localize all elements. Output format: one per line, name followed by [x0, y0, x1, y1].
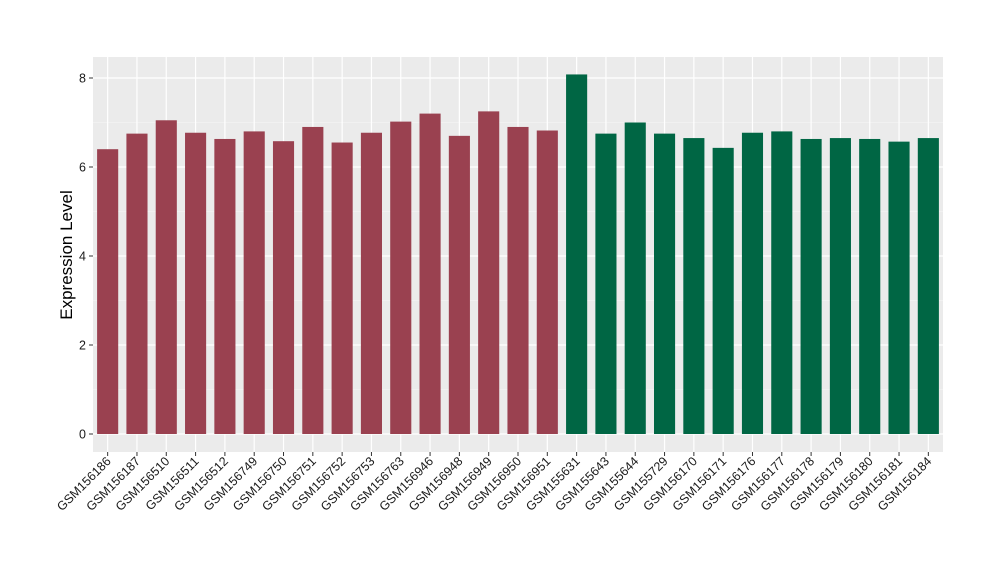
bar-GSM156176: [741, 132, 764, 435]
bar-GSM156177: [771, 131, 793, 434]
y-tick-label: 0: [79, 428, 86, 442]
bar-GSM156946: [419, 113, 441, 434]
bar-GSM156181: [888, 141, 910, 434]
bar-GSM156178: [800, 138, 822, 434]
bar-GSM156949: [478, 111, 500, 434]
bar-GSM156187: [126, 133, 148, 434]
bar-GSM155643: [595, 133, 617, 434]
bar-GSM156951: [536, 130, 558, 434]
bar-GSM156171: [712, 147, 734, 435]
bar-GSM156179: [829, 138, 851, 434]
bar-GSM156753: [360, 132, 382, 435]
bar-GSM156948: [448, 135, 470, 434]
bar-GSM155644: [624, 122, 646, 434]
bar-GSM155631: [566, 74, 588, 434]
y-tick-label: 2: [79, 339, 86, 353]
y-tick-label: 8: [79, 72, 86, 86]
bar-GSM156512: [214, 138, 236, 434]
bar-GSM156170: [683, 138, 705, 434]
bar-GSM156510: [155, 120, 177, 435]
bar-GSM155729: [654, 133, 676, 434]
bar-GSM156950: [507, 126, 529, 434]
bar-GSM156511: [185, 132, 207, 435]
bars: [97, 74, 939, 435]
y-axis-title: Expression Level: [57, 190, 76, 319]
bar-GSM156763: [390, 121, 412, 435]
bar-GSM156186: [97, 149, 119, 434]
y-axis: 0 2 4 6 8: [79, 72, 93, 442]
bar-GSM156751: [302, 126, 324, 434]
x-axis: GSM156186GSM156187GSM156510GSM156511GSM1…: [54, 452, 934, 514]
bar-GSM156180: [859, 138, 881, 434]
y-tick-label: 4: [79, 250, 86, 264]
bar-GSM156752: [331, 142, 353, 434]
bar-GSM156750: [272, 141, 295, 434]
bar-GSM156749: [243, 131, 265, 434]
y-tick-label: 6: [79, 161, 86, 175]
bar-GSM156184: [917, 138, 939, 434]
